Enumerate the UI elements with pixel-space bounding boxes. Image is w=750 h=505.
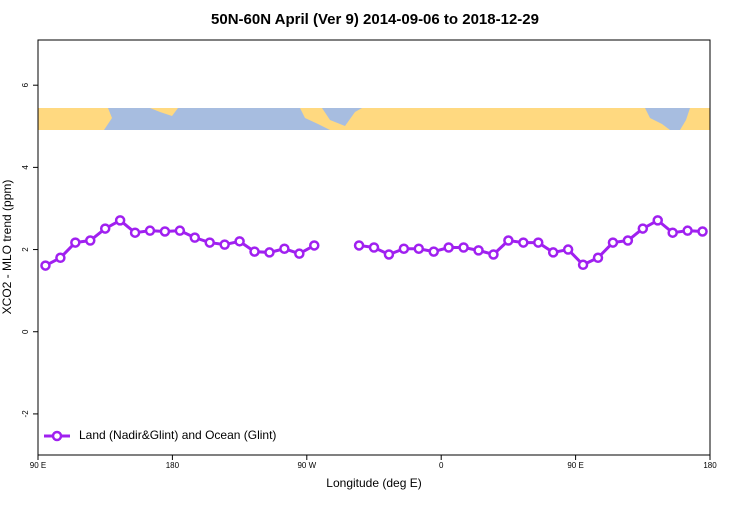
map-strip: [38, 108, 710, 130]
point: [294, 248, 305, 259]
point: [309, 240, 320, 251]
point: [204, 237, 215, 248]
y-tick-label: 2: [21, 247, 30, 252]
point: [249, 246, 260, 257]
x-tick-label: 90 E: [30, 461, 46, 470]
point: [667, 227, 678, 238]
map-land: [300, 108, 670, 130]
point: [503, 235, 514, 246]
plot-frame: [37, 39, 711, 456]
point: [219, 239, 230, 250]
point: [144, 225, 156, 236]
point: [189, 232, 201, 243]
point: [518, 237, 529, 248]
point: [114, 215, 126, 226]
point: [473, 245, 484, 256]
point: [622, 235, 634, 246]
point: [398, 243, 410, 254]
point: [697, 226, 708, 237]
point: [174, 225, 186, 236]
legend-label: Land (Nadir&Glint) and Ocean (Glint): [79, 428, 276, 442]
y-tick-label: 6: [21, 82, 30, 87]
point: [652, 215, 663, 226]
x-tick-label: 90 W: [297, 461, 316, 470]
point: [488, 249, 499, 260]
point: [279, 243, 290, 254]
point: [70, 237, 81, 248]
map-land: [150, 108, 178, 116]
point: [458, 242, 469, 253]
legend-marker: [51, 430, 63, 442]
x-tick-label: 180: [166, 461, 180, 470]
point: [547, 247, 559, 258]
chart-title: 50N-60N April (Ver 9) 2014-09-06 to 2018…: [211, 11, 539, 28]
x-tick-label: 0: [439, 461, 444, 470]
point: [383, 249, 395, 260]
y-tick-label: -2: [21, 410, 30, 418]
map-land: [680, 108, 710, 130]
x-axis-label: Longitude (deg E): [326, 476, 421, 490]
point: [368, 242, 380, 253]
point: [443, 242, 454, 253]
y-axis-label: XCO2 - MLO trend (ppm): [0, 180, 14, 315]
map-land: [38, 108, 112, 130]
point: [562, 244, 574, 255]
point: [682, 225, 693, 236]
point: [637, 223, 649, 234]
x-tick-label: 90 E: [567, 461, 583, 470]
point: [85, 235, 96, 246]
point: [234, 236, 245, 247]
point: [159, 226, 171, 237]
point: [264, 247, 275, 258]
y-tick-label: 4: [21, 165, 30, 170]
point: [607, 237, 619, 248]
point: [55, 252, 66, 264]
y-tick-label: 0: [21, 329, 30, 334]
point: [99, 223, 111, 234]
point: [40, 260, 51, 271]
point: [592, 252, 604, 264]
point: [577, 259, 589, 271]
point: [428, 246, 439, 257]
point: [533, 237, 544, 248]
point: [353, 240, 365, 251]
point: [413, 243, 425, 254]
x-tick-label: 180: [703, 461, 717, 470]
point: [129, 227, 141, 238]
